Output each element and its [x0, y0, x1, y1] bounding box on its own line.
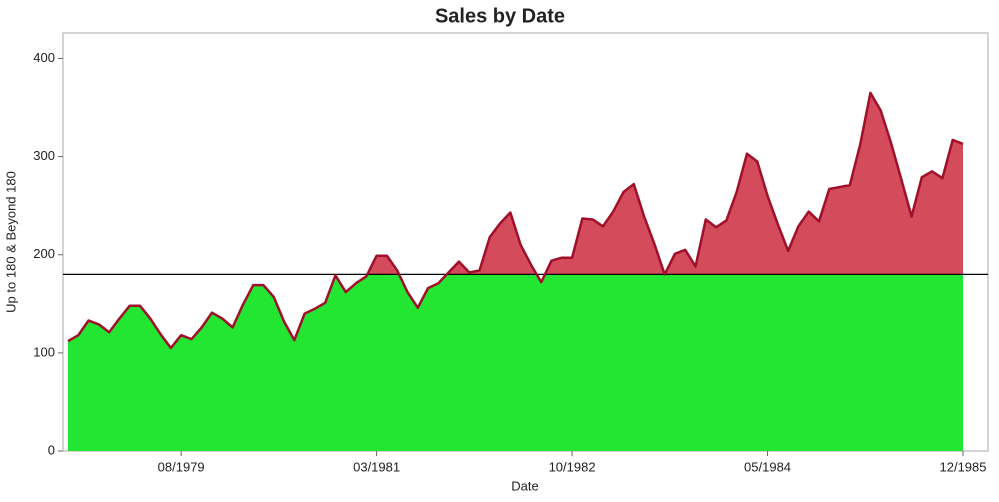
y-axis-label: Up to 180 & Beyond 180: [3, 171, 18, 313]
area-below: [68, 274, 963, 451]
line: [334, 91, 964, 275]
y-tick-label: 400: [33, 50, 55, 65]
x-axis-label: Date: [511, 478, 538, 493]
y-tick-label: 0: [48, 442, 55, 457]
chart-title: Sales by Date: [435, 5, 565, 27]
y-tick-label: 100: [33, 344, 55, 359]
x-tick-label: 08/1979: [158, 459, 205, 474]
x-tick-label: 05/1984: [744, 459, 791, 474]
y-tick-label: 200: [33, 246, 55, 261]
line: [67, 274, 667, 350]
x-tick-label: 03/1981: [353, 459, 400, 474]
area-above: [367, 92, 963, 275]
x-tick-label: 10/1982: [549, 459, 596, 474]
x-tick-label: 12/1985: [940, 459, 987, 474]
y-tick-label: 300: [33, 148, 55, 163]
